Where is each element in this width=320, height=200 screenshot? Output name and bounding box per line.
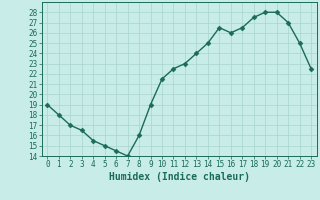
X-axis label: Humidex (Indice chaleur): Humidex (Indice chaleur) [109, 172, 250, 182]
